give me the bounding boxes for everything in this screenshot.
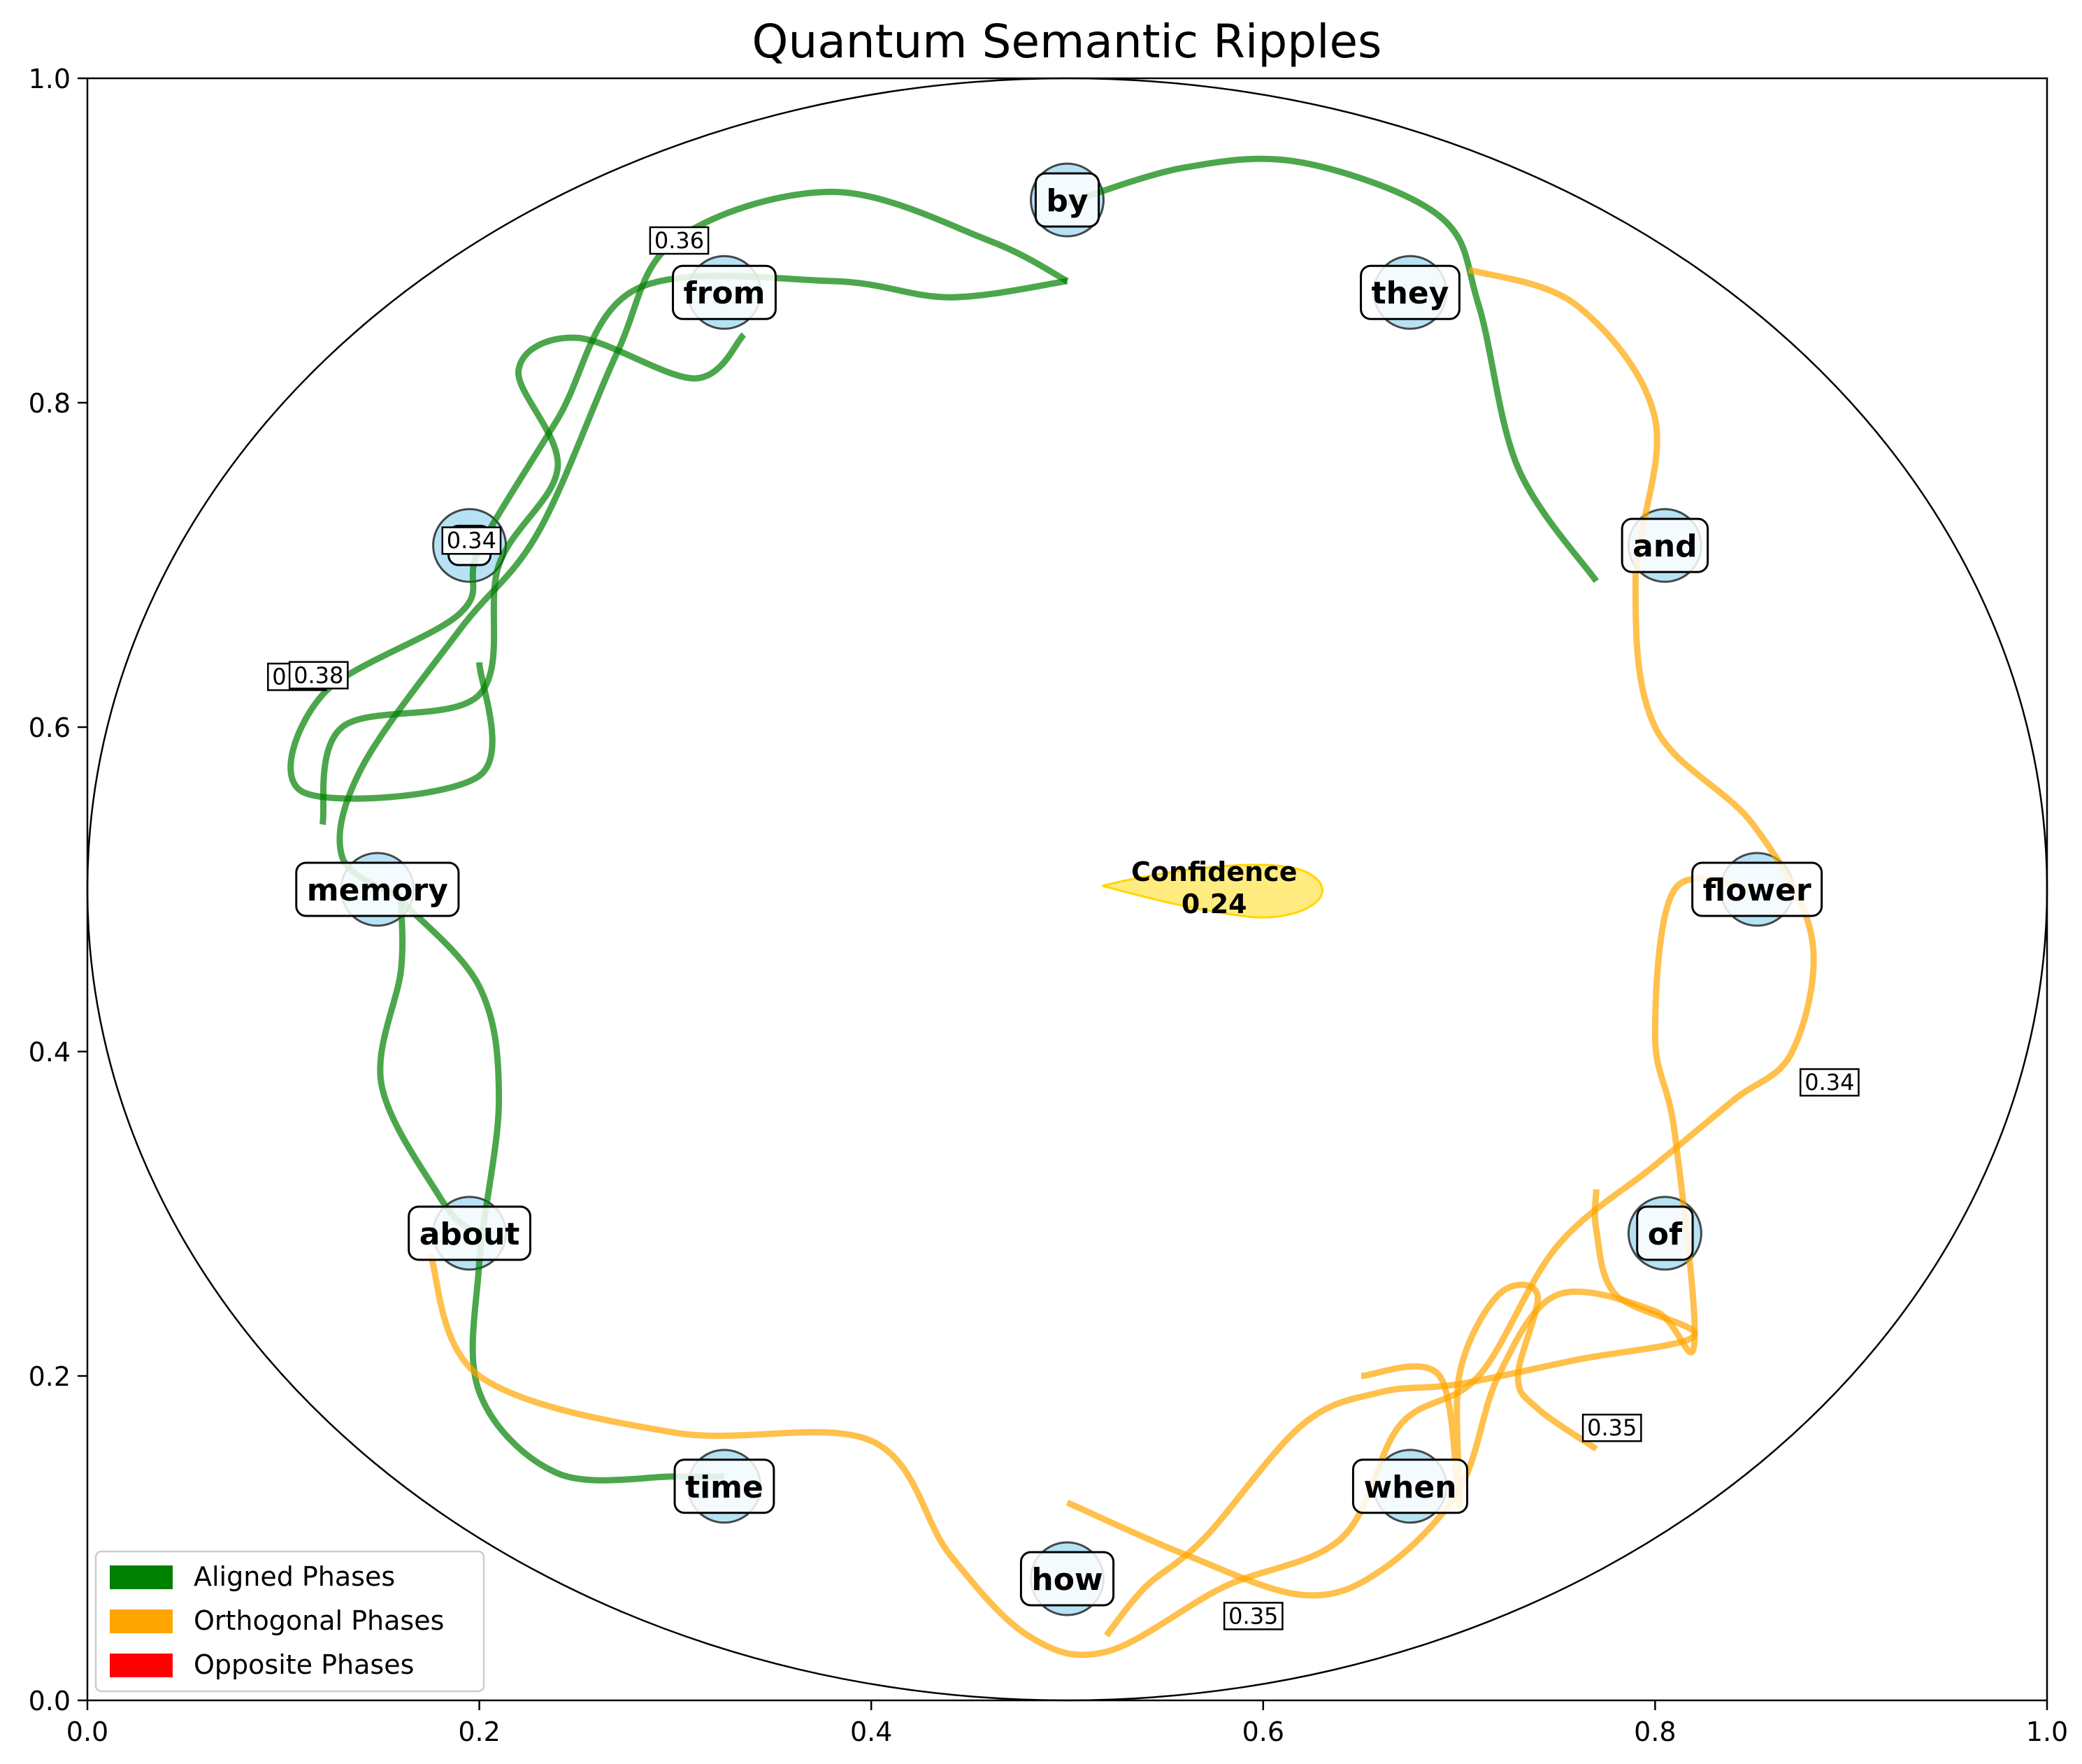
y-tick-label: 1.0 [29,64,71,94]
edge-weight-label-1: 0.36 [649,226,710,255]
node-by: by [1034,172,1100,228]
node-label: about [419,1217,520,1252]
edge-weight-label-7: 0.35 [1223,1602,1284,1630]
edge-6 [377,901,472,1233]
x-tick-label: 0.4 [850,1716,892,1747]
axes: 0.0 0.2 0.4 0.6 0.8 1.0 0.0 0.2 0.4 0.6 0.8 1.0 [29,64,2069,1747]
node-label: memory [307,873,448,908]
edge-weight-text: 0.38 [294,662,343,689]
edge-weight-box [1223,1602,1284,1630]
edge-10 [1361,1282,1598,1510]
node-label: they [1372,275,1449,311]
edge-weight-text: 0.35 [1587,1414,1637,1441]
node-of: of [1636,1205,1694,1261]
edge-weight-label-4: 0.38 [288,661,349,690]
axes-frame [86,77,2048,1702]
edge-weight-text: 0.34 [1804,1069,1854,1096]
node-label: flower [1703,873,1811,908]
legend-label: Aligned Phases [194,1561,395,1592]
node-label-box [1360,264,1460,320]
node-label-box [1019,1551,1115,1607]
legend-swatch [110,1565,173,1589]
node-label-box [673,1458,775,1514]
y-tick-label: 0.0 [29,1686,71,1716]
confidence-label: Confidence [1131,856,1298,887]
edge-3 [319,332,747,826]
node-about: about [408,1205,531,1261]
legend-label: Orthogonal Phases [194,1605,444,1636]
node-label: from [684,275,766,311]
x-tick-label: 0.0 [66,1716,108,1747]
x-tick-label: 1.0 [2026,1716,2068,1747]
node-from: from [672,264,777,320]
edge-weight-box [441,526,502,555]
legend-label: Opposite Phases [194,1649,414,1680]
node-label: how [1031,1562,1103,1598]
y-tick-label: 0.4 [29,1037,71,1068]
node-label: by [1046,183,1088,219]
edge-weight-text: 0.35 [1228,1602,1278,1629]
legend: Aligned Phases Orthogonal Phases Opposite … [94,1550,485,1693]
y-tick-label: 0.2 [29,1361,71,1392]
confidence-value: 0.24 [1182,889,1247,919]
node-how: how [1019,1551,1115,1607]
edge-weight-text: 0.34 [447,527,496,554]
edge-5 [399,898,725,1484]
node-label-box [1691,861,1823,917]
edge-weight-text: 0.36 [654,227,704,254]
y-tick-label: 0.8 [29,388,71,419]
node-label-box [1636,1205,1694,1261]
node-label: and [1632,529,1697,564]
edge-1 [336,188,1069,901]
edge-7 [427,266,1817,1658]
x-tick-label: 0.6 [1242,1716,1284,1747]
edge-weight-label-5: 0.34 [1799,1068,1860,1097]
edge-2 [1066,155,1600,583]
node-and: and [1621,517,1709,573]
node-label-box [295,861,460,917]
edge-weight-box [1581,1413,1642,1442]
chart-title: Quantum Semantic Ripples [752,15,1382,69]
node-label: of [1648,1217,1683,1252]
edge-weight-box [1799,1068,1860,1097]
confidence-ripple [1102,863,1323,919]
edge-weight-label-6: 0.35 [1581,1413,1642,1442]
node-label-box [1351,1458,1469,1514]
node-flower: flower [1691,861,1823,917]
node-label-box [408,1205,531,1261]
node-label-box [1621,517,1709,573]
node-label-box [672,264,777,320]
node-label: time [685,1470,763,1505]
node-they: they [1360,264,1460,320]
node-memory: memory [295,861,460,917]
node-when: when [1351,1458,1469,1514]
legend-frame [94,1550,485,1693]
legend-swatch [110,1654,173,1677]
x-tick-label: 0.8 [1634,1716,1676,1747]
legend-swatch [110,1609,173,1633]
edge-weight-box [649,226,710,255]
node-time: time [673,1458,775,1514]
edge-weight-box [288,661,349,690]
node-label-box [1034,172,1100,228]
edge-weight-label-2: 0.34 [441,526,502,555]
x-tick-label: 0.2 [458,1716,500,1747]
edge-8 [1065,875,1753,1599]
y-tick-label: 0.6 [29,712,71,743]
node-label: when [1363,1470,1456,1505]
